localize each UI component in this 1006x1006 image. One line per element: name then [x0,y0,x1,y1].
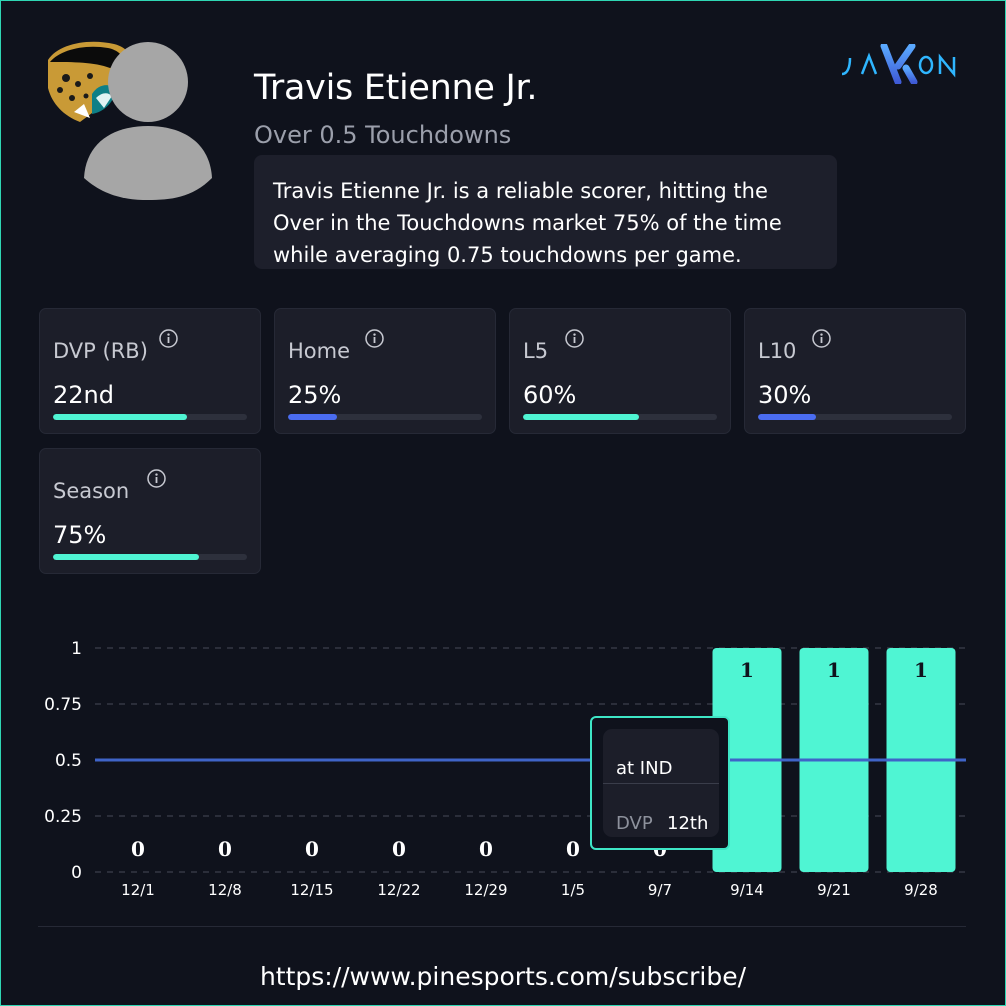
stat-value: 25% [288,381,342,409]
x-tick-label: 12/1 [121,881,155,899]
stat-label: Home [288,339,351,363]
data-label: 0 [218,837,232,861]
tooltip-body: at IND DVP 12th [603,729,719,837]
x-tick-label: 12/29 [464,881,507,899]
data-label: 0 [305,837,319,861]
player-avatar [84,42,212,200]
stat-progress-fill [53,554,199,560]
bar [452,871,521,872]
data-label: 0 [566,837,580,861]
stat-progress-fill [288,414,337,420]
x-tick-label: 12/15 [290,881,333,899]
stat-progress-track [53,554,247,560]
y-tick-label: 0 [71,863,82,883]
data-label: 0 [479,837,493,861]
stat-progress-track [523,414,717,420]
x-tick-label: 12/8 [208,881,242,899]
player-description: Travis Etienne Jr. is a reliable scorer,… [254,155,837,269]
x-tick-label: 12/22 [377,881,420,899]
data-label: 1 [827,658,841,682]
info-icon[interactable] [811,328,832,349]
tooltip-divider [603,783,719,784]
y-tick-label: 1 [71,639,82,659]
x-tick-label: 9/14 [730,881,764,899]
touchdowns-bar-chart: 0 0.25 0.5 0.75 1 0 12/1 0 12/8 0 12/15 0 12/22 0 12/2… [44,639,966,899]
data-label: 0 [392,837,406,861]
data-label: 0 [131,837,145,861]
tooltip-dvp-label: DVP [616,813,653,834]
stat-value: 60% [523,381,577,409]
info-icon[interactable] [146,468,167,489]
info-icon[interactable] [158,328,179,349]
stat-label: DVP (RB) [53,339,148,363]
y-tick-label: 0.75 [44,695,82,715]
y-tick-label: 0.5 [55,751,82,771]
market-label: Over 0.5 Touchdowns [254,121,512,149]
stat-progress-track [758,414,952,420]
tooltip-game: at IND [616,758,673,779]
stat-card-home: Home 25% [274,308,496,434]
player-name: Travis Etienne Jr. [254,68,538,108]
bar [104,871,173,872]
tooltip-dvp-value: 12th [667,813,709,834]
bar [191,871,260,872]
stat-value: 30% [758,381,812,409]
stat-label: Season [53,479,130,503]
stat-progress-track [53,414,247,420]
stat-card-season: Season 75% [39,448,261,574]
stat-progress-fill [53,414,187,420]
stat-progress-fill [758,414,817,420]
footer-url[interactable]: https://www.pinesports.com/subscribe/ [259,962,747,991]
stat-card-dvp: DVP (RB) 22nd [39,308,261,434]
info-icon[interactable] [564,328,585,349]
info-icon[interactable] [364,328,385,349]
x-tick-label: 9/7 [648,881,672,899]
stat-progress-track [288,414,482,420]
bar [539,871,608,872]
game-tooltip: at IND DVP 12th [590,716,730,850]
footer-divider [38,926,966,927]
stat-card-l10: L10 30% [744,308,966,434]
x-tick-label: 9/21 [817,881,851,899]
x-tick-label: 9/28 [904,881,938,899]
stat-value: 22nd [53,381,114,409]
data-label: 1 [740,658,754,682]
stat-label: L5 [523,339,549,363]
stat-value: 75% [53,521,107,549]
y-tick-label: 0.25 [44,807,82,827]
x-tick-label: 1/5 [561,881,585,899]
data-label: 1 [914,658,928,682]
brand-logo [841,44,956,84]
stat-label: L10 [758,339,797,363]
stat-card-l5: L5 60% [509,308,731,434]
stat-progress-fill [523,414,640,420]
